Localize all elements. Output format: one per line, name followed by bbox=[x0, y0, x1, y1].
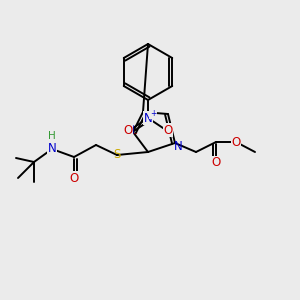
Text: N: N bbox=[126, 124, 134, 136]
Text: ⁻: ⁻ bbox=[133, 131, 137, 140]
Text: O: O bbox=[231, 136, 241, 148]
Text: O: O bbox=[212, 157, 220, 169]
Text: O: O bbox=[164, 124, 172, 136]
Text: H: H bbox=[48, 131, 56, 141]
Text: N: N bbox=[174, 140, 182, 152]
Text: N: N bbox=[48, 142, 56, 155]
Text: O: O bbox=[69, 172, 79, 184]
Text: N: N bbox=[144, 112, 152, 124]
Text: S: S bbox=[113, 148, 121, 161]
Text: +: + bbox=[150, 110, 156, 118]
Text: O: O bbox=[123, 124, 133, 136]
